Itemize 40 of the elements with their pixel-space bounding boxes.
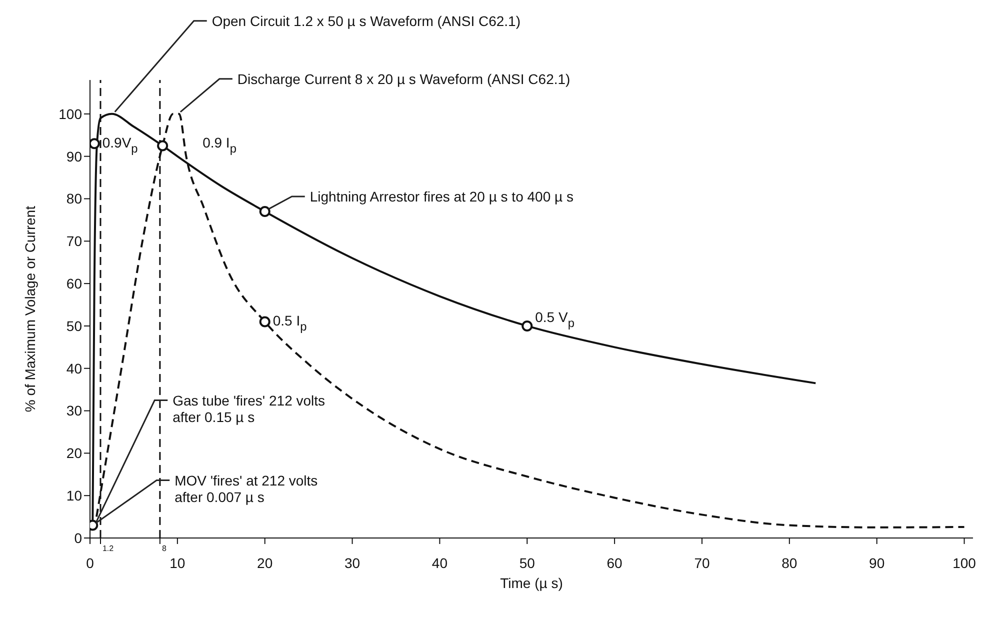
x-tick-label: 40 bbox=[432, 555, 448, 571]
x-tick-label: 10 bbox=[170, 555, 186, 571]
ref-line-label: 8 bbox=[162, 544, 167, 553]
y-tick-label: 0 bbox=[74, 530, 82, 546]
x-axis-title: Time (µ s) bbox=[500, 575, 563, 591]
x-tick-label: 90 bbox=[869, 555, 885, 571]
annotation: MOV 'fires' at 212 volts after 0.007 µ s bbox=[174, 472, 318, 506]
ref-line-label: 1.2 bbox=[102, 544, 114, 553]
point bbox=[259, 206, 270, 217]
x-tick-label: 0 bbox=[86, 555, 94, 571]
annotation: Open Circuit 1.2 x 50 µ s Waveform (ANSI C62.1) bbox=[212, 12, 521, 29]
y-tick-label: 70 bbox=[66, 233, 82, 250]
annotation: Discharge Current 8 x 20 µ s Waveform (ANSI C62.1) bbox=[237, 70, 570, 87]
point bbox=[259, 316, 270, 328]
x-tick-label: 60 bbox=[606, 555, 623, 571]
y-tick-label: 100 bbox=[58, 106, 82, 122]
x-tick-label: 50 bbox=[519, 555, 536, 571]
y-axis-title: % of Maximum Volage or Current bbox=[22, 206, 38, 412]
x-tick-label: 80 bbox=[782, 555, 798, 571]
annotation: 0.5 V$_{p}$ bbox=[535, 308, 575, 330]
annotation: 0.9V$_{p}$ bbox=[102, 134, 138, 156]
x-tick-label: 20 bbox=[257, 555, 273, 571]
y-tick-label: 50 bbox=[66, 318, 82, 334]
y-tick-label: 60 bbox=[66, 276, 82, 292]
y-tick-label: 20 bbox=[66, 445, 82, 462]
point bbox=[90, 138, 100, 150]
point bbox=[522, 320, 533, 332]
annotation: 0.5 I$_{p}$ bbox=[272, 312, 308, 334]
point bbox=[157, 140, 168, 152]
y-tick-label: 90 bbox=[66, 148, 82, 164]
annotation: Lightning Arrestor fires at 20 µ s to 400 µ s bbox=[310, 188, 574, 204]
annotation: Gas tube 'fires' 212 volts after 0.15 µ s bbox=[172, 392, 326, 426]
y-tick-label: 30 bbox=[66, 402, 82, 419]
y-tick-label: 10 bbox=[66, 488, 82, 504]
x-tick-label: 70 bbox=[694, 555, 710, 571]
x-tick-label: 30 bbox=[344, 555, 360, 571]
y-tick-label: 80 bbox=[66, 190, 82, 207]
x-tick-label: 100 bbox=[952, 555, 976, 571]
y-tick-label: 40 bbox=[66, 360, 82, 376]
annotation: 0.9 I$_{p}$ bbox=[202, 134, 237, 156]
